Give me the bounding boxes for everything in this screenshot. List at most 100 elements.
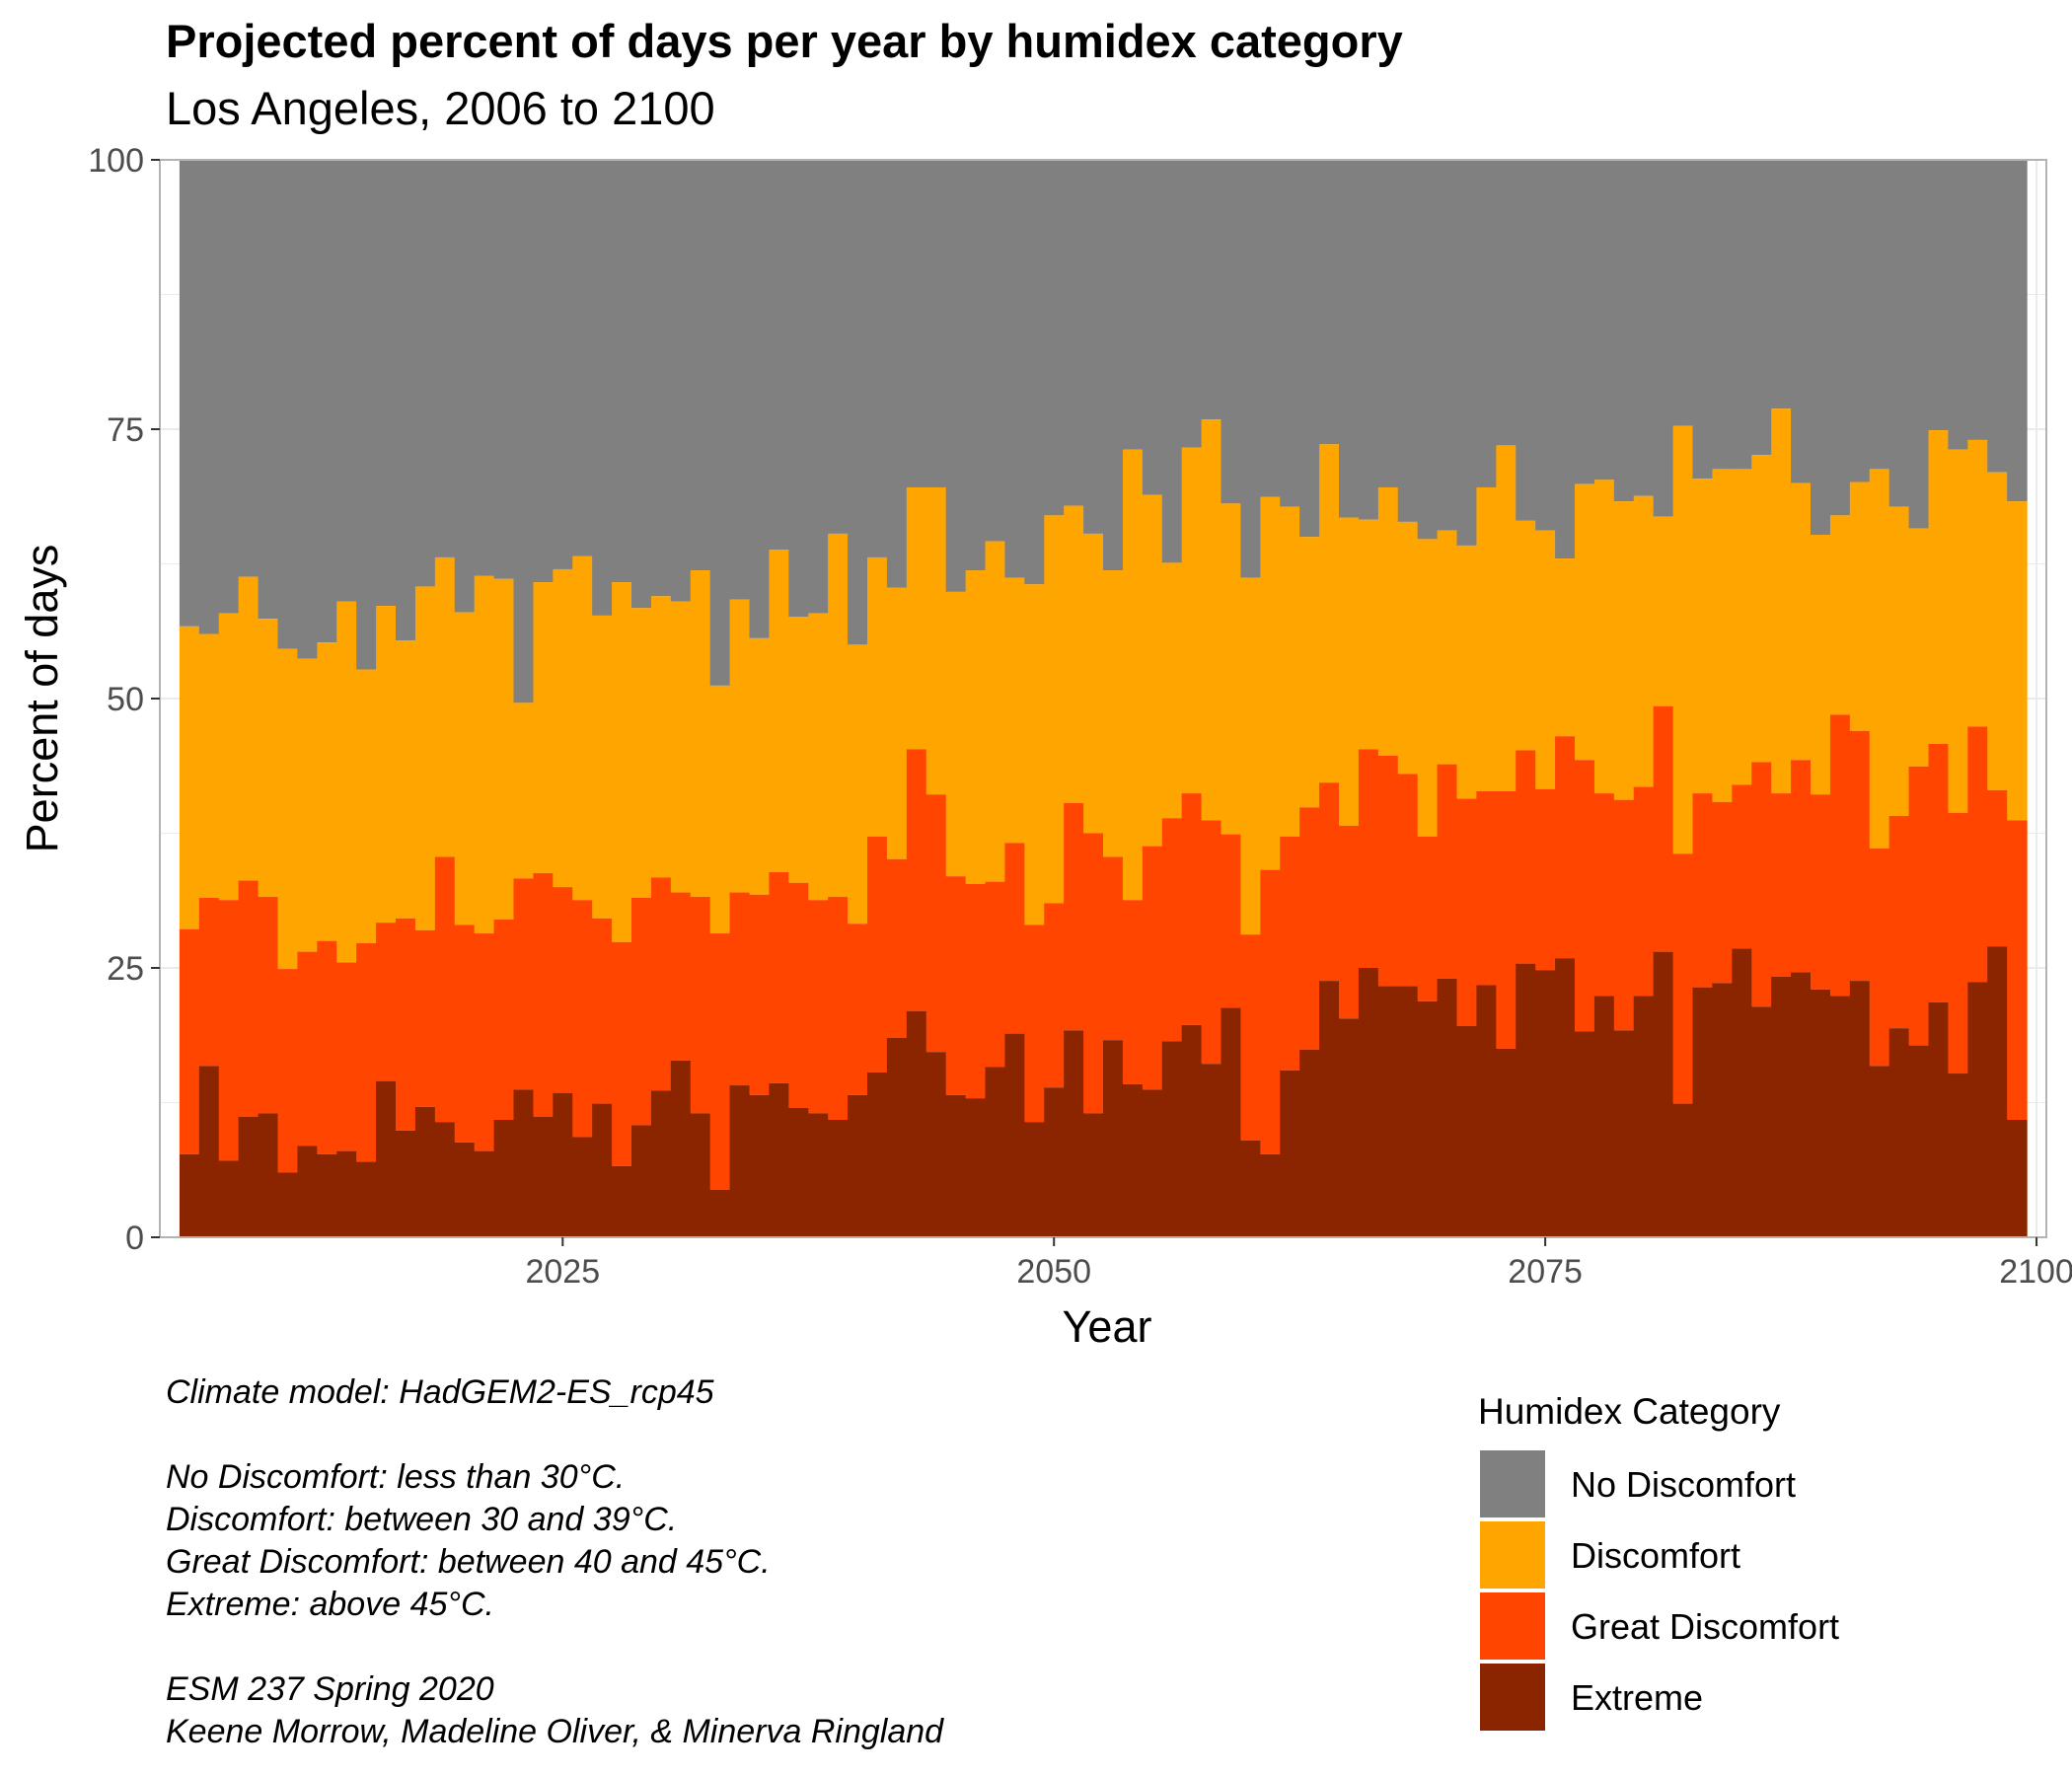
- bar-no-discomfort-2031: [670, 160, 692, 602]
- bar-discomfort-2080: [1633, 495, 1655, 787]
- bar-great-discomfort-2024: [533, 872, 554, 1117]
- bar-great-discomfort-2010: [258, 896, 279, 1114]
- bar-discomfort-2033: [709, 685, 731, 934]
- legend-label: Discomfort: [1571, 1535, 1740, 1576]
- bar-discomfort-2034: [729, 599, 751, 893]
- bar-discomfort-2026: [572, 555, 593, 901]
- bar-no-discomfort-2050: [1044, 160, 1065, 516]
- bar-great-discomfort-2099: [2007, 820, 2028, 1120]
- bar-discomfort-2031: [670, 601, 692, 893]
- legend-swatch-no-discomfort: [1480, 1450, 1545, 1517]
- bar-extreme-2039: [828, 1119, 849, 1237]
- bar-no-discomfort-2064: [1319, 160, 1340, 445]
- bar-great-discomfort-2073: [1496, 790, 1517, 1049]
- bar-discomfort-2099: [2007, 501, 2028, 821]
- bar-no-discomfort-2049: [1024, 160, 1045, 585]
- bar-no-discomfort-2047: [985, 160, 1006, 542]
- bar-discomfort-2084: [1712, 469, 1733, 802]
- bar-extreme-2089: [1811, 989, 1831, 1237]
- bar-discomfort-2089: [1811, 535, 1831, 795]
- bar-no-discomfort-2099: [2007, 160, 2028, 502]
- bar-discomfort-2045: [945, 591, 967, 877]
- bar-discomfort-2079: [1613, 501, 1635, 800]
- bar-no-discomfort-2034: [729, 160, 751, 600]
- bar-no-discomfort-2030: [650, 160, 672, 597]
- bar-discomfort-2037: [788, 617, 809, 883]
- bar-discomfort-2015: [356, 669, 377, 943]
- bar-great-discomfort-2046: [965, 883, 987, 1099]
- bar-no-discomfort-2010: [258, 160, 279, 620]
- bar-extreme-2093: [1888, 1028, 1910, 1237]
- bar-great-discomfort-2059: [1221, 834, 1242, 1008]
- bar-no-discomfort-2092: [1869, 160, 1890, 470]
- bar-extreme-2081: [1653, 951, 1674, 1237]
- bar-discomfort-2083: [1692, 479, 1714, 794]
- bar-discomfort-2007: [198, 633, 220, 899]
- bar-great-discomfort-2070: [1437, 764, 1458, 979]
- bar-extreme-2088: [1791, 972, 1812, 1237]
- bar-great-discomfort-2007: [198, 898, 220, 1067]
- bar-extreme-2012: [297, 1146, 318, 1237]
- bar-extreme-2022: [493, 1119, 515, 1237]
- bar-no-discomfort-2065: [1339, 160, 1360, 518]
- bar-extreme-2028: [612, 1165, 632, 1237]
- bar-extreme-2084: [1712, 983, 1733, 1237]
- bar-discomfort-2073: [1496, 445, 1517, 791]
- bar-discomfort-2091: [1849, 481, 1871, 731]
- bar-discomfort-2049: [1024, 584, 1045, 925]
- bar-extreme-2077: [1575, 1031, 1595, 1237]
- bar-discomfort-2082: [1672, 425, 1694, 854]
- bar-discomfort-2023: [513, 703, 535, 879]
- bar-no-discomfort-2020: [454, 160, 476, 613]
- bar-no-discomfort-2077: [1575, 160, 1595, 484]
- bar-extreme-2058: [1201, 1064, 1222, 1237]
- caption-line: Great Discomfort: between 40 and 45°C.: [166, 1543, 771, 1581]
- bar-extreme-2043: [906, 1010, 927, 1237]
- bar-no-discomfort-2054: [1122, 160, 1144, 450]
- bar-extreme-2051: [1064, 1030, 1084, 1237]
- bar-great-discomfort-2013: [317, 940, 337, 1154]
- bar-no-discomfort-2018: [414, 160, 436, 587]
- bar-extreme-2046: [965, 1098, 987, 1237]
- bar-no-discomfort-2093: [1888, 160, 1910, 507]
- bar-no-discomfort-2057: [1181, 160, 1203, 448]
- bar-extreme-2047: [985, 1067, 1006, 1237]
- bar-no-discomfort-2008: [218, 160, 240, 614]
- x-tick-label: 2025: [525, 1253, 600, 1291]
- bar-great-discomfort-2023: [513, 878, 535, 1090]
- bar-extreme-2048: [1004, 1033, 1025, 1237]
- caption-line: ESM 237 Spring 2020: [166, 1670, 494, 1708]
- bar-extreme-2041: [867, 1072, 888, 1237]
- bar-discomfort-2074: [1516, 520, 1536, 751]
- bar-no-discomfort-2036: [769, 160, 789, 551]
- bar-discomfort-2041: [867, 556, 888, 837]
- bar-discomfort-2039: [828, 533, 849, 897]
- bar-discomfort-2086: [1751, 455, 1772, 763]
- bar-great-discomfort-2055: [1142, 846, 1163, 1090]
- bar-no-discomfort-2013: [317, 160, 337, 643]
- bar-great-discomfort-2077: [1575, 760, 1595, 1032]
- bar-extreme-2080: [1633, 996, 1655, 1237]
- bar-great-discomfort-2052: [1083, 833, 1104, 1114]
- bar-discomfort-2078: [1593, 480, 1615, 794]
- bar-great-discomfort-2018: [414, 929, 436, 1107]
- bar-no-discomfort-2007: [198, 160, 220, 634]
- bar-no-discomfort-2073: [1496, 160, 1517, 446]
- bar-great-discomfort-2095: [1928, 743, 1950, 1002]
- bar-extreme-2059: [1221, 1007, 1242, 1237]
- x-axis: 2025 2050 2075 2100: [525, 1237, 2072, 1291]
- bar-extreme-2064: [1319, 981, 1340, 1237]
- bar-great-discomfort-2047: [985, 881, 1006, 1068]
- bar-no-discomfort-2056: [1161, 160, 1183, 563]
- bar-no-discomfort-2046: [965, 160, 987, 571]
- bar-great-discomfort-2072: [1476, 790, 1497, 986]
- caption-line: Climate model: HadGEM2-ES_rcp45: [166, 1373, 714, 1411]
- bar-discomfort-2069: [1417, 539, 1439, 837]
- legend-label: No Discomfort: [1571, 1464, 1796, 1505]
- bar-discomfort-2067: [1377, 486, 1399, 756]
- bar-no-discomfort-2053: [1103, 160, 1124, 571]
- bar-discomfort-2068: [1397, 521, 1419, 775]
- bar-extreme-2079: [1613, 1030, 1635, 1237]
- bar-great-discomfort-2090: [1829, 714, 1851, 997]
- bar-discomfort-2018: [414, 586, 436, 930]
